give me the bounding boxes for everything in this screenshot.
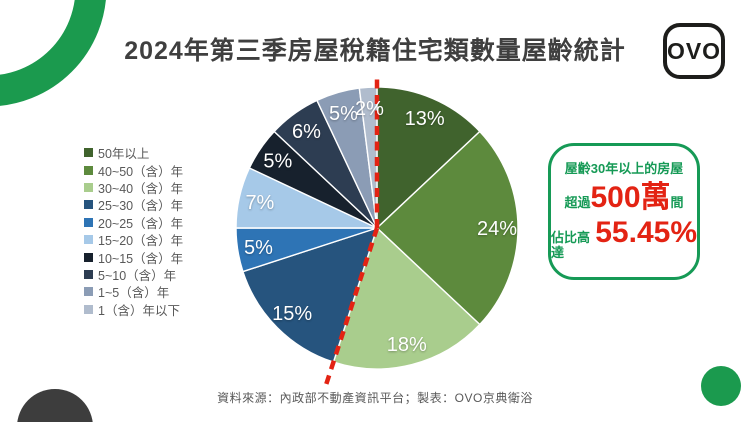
legend-swatch-3 [84,200,93,210]
divider-segment-bottom [323,227,380,387]
pie-slice-label-6: 5% [263,151,292,173]
pie-slice-2[interactable] [332,226,481,370]
pie-slice-3[interactable] [242,226,379,363]
legend-label-4: 20~25（含）年 [98,216,184,231]
legend-item-7: 5~10（含）年 [84,266,183,283]
legend-swatch-7 [84,269,93,279]
legend-item-6: 10~15（含）年 [84,248,184,266]
legend-swatch-5 [84,235,93,245]
legend-item-2: 30~40（含）年 [84,179,183,196]
ovo-logo: OVO [663,23,725,79]
legend-item-0: 50年以上 [84,144,183,161]
ovo-logo-text: OVO [666,37,722,64]
pie-slice-label-1: 24% [477,218,517,240]
highlight-callout: 屋齡30年以上的房屋 超過 500萬 間 佔比高達 55.45% [548,143,700,280]
callout-suffix-units: 間 [670,195,684,211]
legend-item-9: 1（含）年以下 [84,301,183,318]
callout-count-value: 500萬 [590,181,671,215]
legend-swatch-0 [84,148,93,158]
source-note: 資料來源：內政部不動產資訊平台；製表：OVO京典衛浴 [217,391,533,405]
legend-label-1: 40~50（含）年 [98,164,184,179]
pie-slice-label-9: 2% [355,98,384,120]
callout-percentage-value: 55.45% [595,215,697,249]
pie-slice-label-4: 5% [244,237,273,259]
callout-prefix-over: 超過 [564,195,591,211]
legend-label-6: 10~15（含）年 [98,251,184,266]
corner-circle-green [701,366,741,406]
pie-slice-1[interactable] [375,130,519,326]
legend-label-9: 1（含）年以下 [98,303,180,318]
legend-swatch-1 [84,165,93,175]
pie-slice-label-7: 6% [292,121,321,143]
legend-swatch-6 [84,252,93,262]
legend-swatch-2 [84,182,93,192]
pie-slice-label-5: 7% [245,192,274,214]
callout-heading: 屋齡30年以上的房屋 [564,161,684,177]
legend-label-5: 15~20（含）年 [98,234,184,249]
pie-legend: 50年以上 40~50（含）年 30~40（含）年 25~30（含）年 20~25（含）… [84,144,183,318]
legend-label-2: 30~40（含）年 [98,181,184,196]
legend-label-0: 50年以上 [98,147,150,162]
pie-slice-label-0: 13% [405,108,445,130]
callout-prefix-share: 佔比高達 [551,229,591,260]
pie-slice-label-2: 18% [387,334,427,356]
legend-label-3: 25~30（含）年 [98,199,184,214]
corner-arc-decoration [0,0,106,106]
legend-swatch-4 [84,217,93,227]
pie-chart: 13%24%18%15%5%7%5%6%5%2% [235,73,519,387]
legend-swatch-9 [84,304,93,314]
legend-item-3: 25~30（含）年 [84,196,183,213]
page-title: 2024年第三季房屋稅籍住宅類數量屋齡統計 [124,37,626,65]
pie-slice-0[interactable] [376,86,481,230]
legend-label-7: 5~10（含）年 [98,268,177,283]
legend-label-8: 1~5（含）年 [98,286,170,301]
legend-swatch-8 [84,287,93,297]
pie-slice-label-3: 15% [272,303,312,325]
pie-slice-label-8: 5% [329,103,358,125]
legend-item-5: 15~20（含）年 [84,231,183,248]
divider-dashed-line [323,73,380,387]
legend-item-8: 1~5（含）年 [84,283,183,300]
legend-item-4: 20~25（含）年 [84,214,183,231]
legend-item-1: 40~50（含）年 [84,161,184,179]
